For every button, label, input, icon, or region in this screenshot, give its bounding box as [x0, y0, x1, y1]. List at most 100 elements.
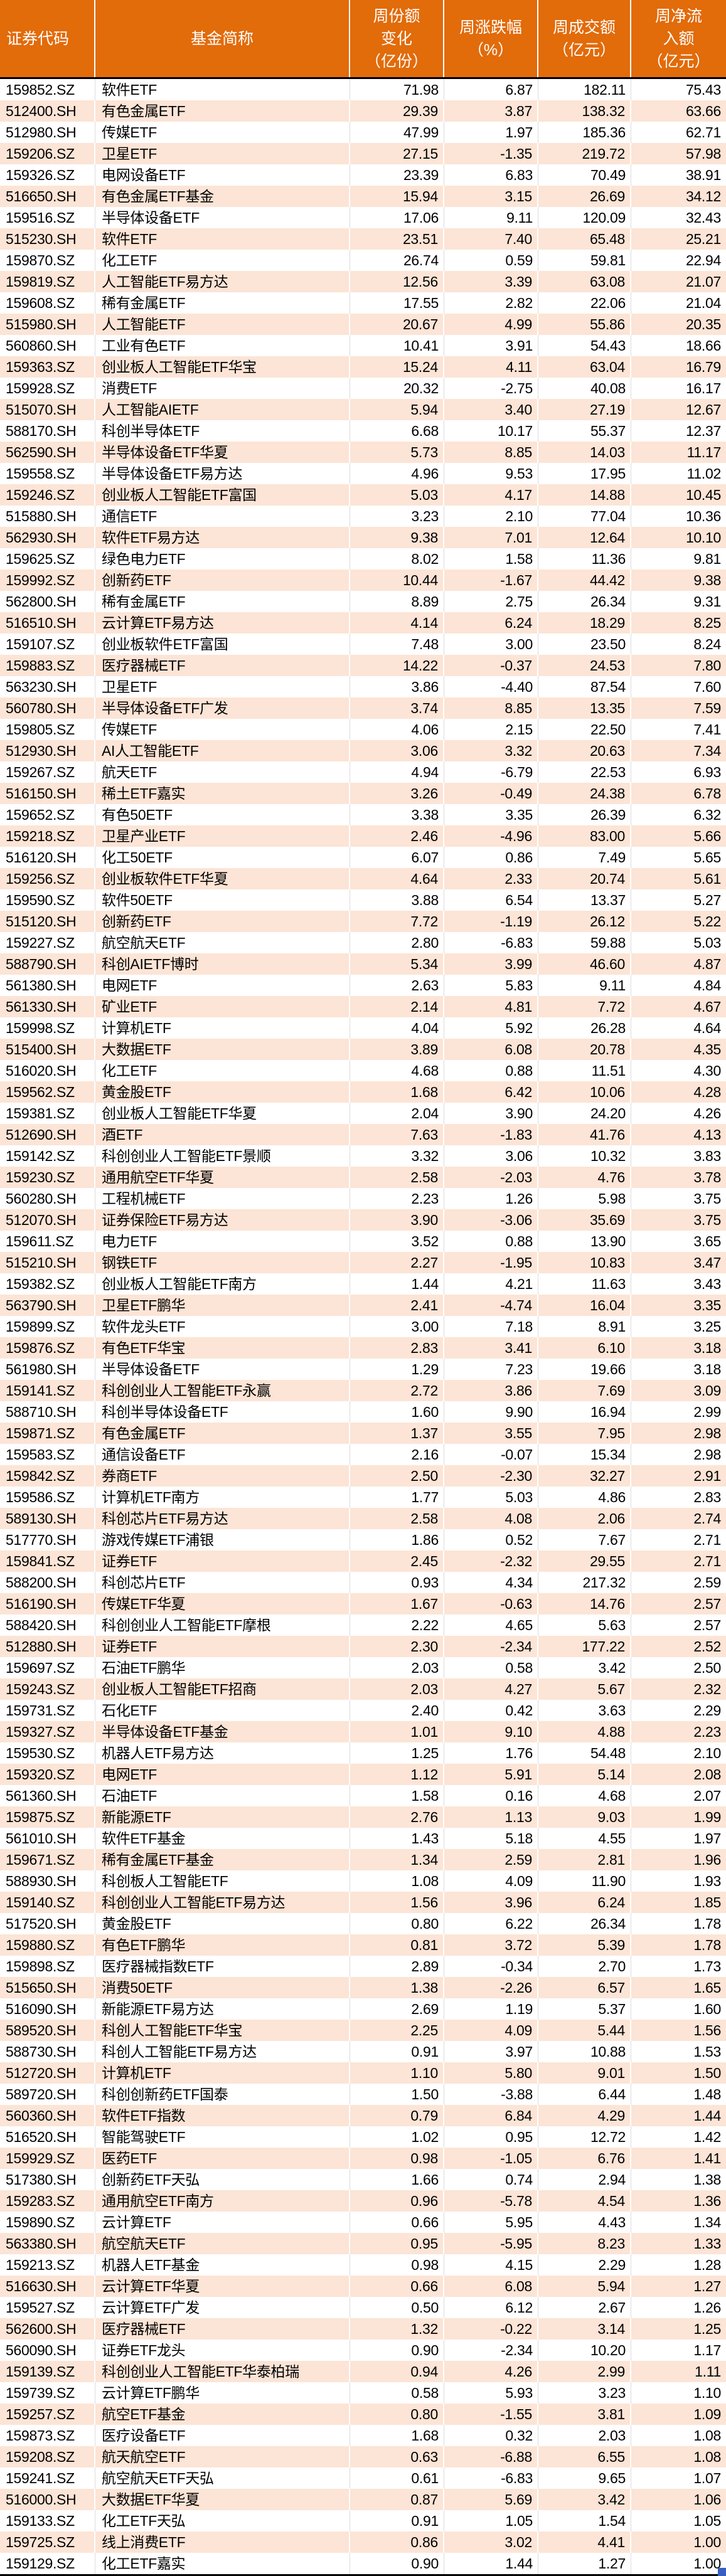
cell-pct-change[interactable]: 2.33 — [444, 868, 538, 889]
cell-name[interactable]: 通用航空ETF华夏 — [95, 1167, 350, 1188]
cell-code[interactable]: 512070.SH — [0, 1209, 95, 1231]
cell-share-change[interactable]: 3.74 — [350, 697, 444, 719]
cell-code[interactable]: 159363.SZ — [0, 356, 95, 378]
cell-name[interactable]: 软件ETF — [95, 228, 350, 250]
cell-turnover[interactable]: 2.70 — [538, 1956, 631, 1977]
cell-share-change[interactable]: 17.55 — [350, 292, 444, 314]
cell-name[interactable]: 有色50ETF — [95, 804, 350, 825]
cell-net-inflow[interactable]: 3.35 — [693, 1297, 721, 1313]
cell-turnover[interactable]: 13.37 — [538, 889, 631, 911]
cell-pct-change[interactable]: 5.80 — [444, 2062, 538, 2084]
cell-net-inflow[interactable]: 5.27 — [693, 892, 721, 908]
cell-pct-change[interactable]: -4.96 — [444, 825, 538, 847]
cell-code[interactable]: 159218.SZ — [0, 825, 95, 847]
cell-share-change[interactable]: 3.52 — [350, 1231, 444, 1252]
cell-code[interactable]: 563230.SH — [0, 676, 95, 697]
cell-pct-change[interactable]: 3.39 — [444, 271, 538, 292]
cell-name[interactable]: 大数据ETF华夏 — [95, 2489, 350, 2510]
cell-turnover[interactable]: 55.86 — [538, 314, 631, 335]
cell-net-inflow[interactable]: 4.87 — [693, 956, 721, 972]
cell-net-inflow[interactable]: 3.75 — [693, 1190, 721, 1207]
cell-share-change[interactable]: 0.90 — [350, 2340, 444, 2361]
cell-net-inflow[interactable]: 12.37 — [685, 423, 721, 439]
cell-name[interactable]: 化工ETF天弘 — [95, 2510, 350, 2531]
cell-name[interactable]: 创业板人工智能ETF华夏 — [95, 1103, 350, 1124]
cell-code[interactable]: 512980.SH — [0, 122, 95, 143]
cell-share-change[interactable]: 2.27 — [350, 1252, 444, 1273]
cell-net-inflow[interactable]: 2.71 — [693, 1553, 721, 1569]
cell-net-inflow[interactable]: 4.35 — [693, 1041, 721, 1057]
cell-name[interactable]: 证券ETF — [95, 1636, 350, 1657]
cell-turnover[interactable]: 26.12 — [538, 911, 631, 932]
cell-name[interactable]: 科创板人工智能ETF — [95, 1870, 350, 1892]
table-row[interactable]: 159327.SZ 半导体设备ETF基金 1.01 9.10 4.88 2.23 — [0, 1721, 726, 1742]
cell-pct-change[interactable]: 4.99 — [444, 314, 538, 335]
cell-net-inflow[interactable]: 2.23 — [693, 1724, 721, 1740]
cell-net-inflow[interactable]: 2.07 — [693, 1788, 721, 1804]
cell-code[interactable]: 159608.SZ — [0, 292, 95, 314]
table-row[interactable]: 512400.SH 有色金属ETF 29.39 3.87 138.32 63.66 — [0, 100, 726, 122]
cell-share-change[interactable]: 1.02 — [350, 2126, 444, 2148]
cell-turnover[interactable]: 1.27 — [538, 2553, 631, 2574]
cell-turnover[interactable]: 6.57 — [538, 1977, 631, 1998]
cell-code[interactable]: 159586.SZ — [0, 1487, 95, 1508]
table-row[interactable]: 563790.SH 卫星ETF鹏华 2.41 -4.74 16.04 3.35 — [0, 1295, 726, 1316]
cell-turnover[interactable]: 13.90 — [538, 1231, 631, 1252]
cell-pct-change[interactable]: 2.10 — [444, 506, 538, 527]
table-row[interactable]: 588710.SH 科创半导体设备ETF 1.60 9.90 16.94 2.99 — [0, 1401, 726, 1423]
table-row[interactable]: 159139.SZ 科创创业人工智能ETF华泰柏瑞 0.94 4.26 2.99 1.11 — [0, 2361, 726, 2382]
cell-code[interactable]: 159842.SZ — [0, 1465, 95, 1487]
cell-name[interactable]: 化工ETF — [95, 250, 350, 271]
cell-net-inflow[interactable]: 1.11 — [695, 2363, 721, 2380]
cell-net-inflow[interactable]: 4.28 — [693, 1084, 721, 1100]
cell-pct-change[interactable]: 0.52 — [444, 1529, 538, 1550]
cell-share-change[interactable]: 2.03 — [350, 1678, 444, 1700]
cell-pct-change[interactable]: 0.32 — [444, 2425, 538, 2446]
table-row[interactable]: 159107.SZ 创业板软件ETF富国 7.48 3.00 23.50 8.24 — [0, 633, 726, 655]
cell-net-inflow[interactable]: 1.34 — [693, 2214, 721, 2230]
cell-name[interactable]: 人工智能AIETF — [95, 399, 350, 420]
table-row[interactable]: 589720.SH 科创创新药ETF国泰 1.50 -3.88 6.44 1.48 — [0, 2084, 726, 2105]
cell-pct-change[interactable]: -3.06 — [444, 1209, 538, 1231]
cell-share-change[interactable]: 20.67 — [350, 314, 444, 335]
cell-turnover[interactable]: 3.63 — [538, 1700, 631, 1721]
cell-pct-change[interactable]: 3.55 — [444, 1423, 538, 1444]
cell-code[interactable]: 560090.SH — [0, 2340, 95, 2361]
cell-pct-change[interactable]: 1.58 — [444, 548, 538, 570]
cell-name[interactable]: 半导体设备ETF基金 — [95, 1721, 350, 1742]
cell-share-change[interactable]: 1.67 — [350, 1593, 444, 1614]
cell-share-change[interactable]: 1.37 — [350, 1423, 444, 1444]
table-row[interactable]: 517770.SH 游戏传媒ETF浦银 1.86 0.52 7.67 2.71 — [0, 1529, 726, 1550]
cell-code[interactable]: 159213.SZ — [0, 2254, 95, 2276]
cell-net-inflow[interactable]: 4.13 — [693, 1126, 721, 1143]
cell-net-inflow[interactable]: 2.57 — [693, 1596, 721, 1612]
cell-pct-change[interactable]: 1.05 — [444, 2510, 538, 2531]
cell-code[interactable]: 159327.SZ — [0, 1721, 95, 1742]
cell-turnover[interactable]: 7.69 — [538, 1380, 631, 1401]
cell-pct-change[interactable]: 6.22 — [444, 1913, 538, 1934]
cell-name[interactable]: 机器人ETF易方达 — [95, 1742, 350, 1764]
cell-net-inflow[interactable]: 1.17 — [693, 2342, 721, 2358]
cell-code[interactable]: 562600.SH — [0, 2318, 95, 2340]
cell-name[interactable]: 计算机ETF南方 — [95, 1487, 350, 1508]
cell-share-change[interactable]: 2.72 — [350, 1380, 444, 1401]
cell-pct-change[interactable]: 0.16 — [444, 1785, 538, 1806]
table-row[interactable]: 159241.SZ 航空航天ETF天弘 0.61 -6.83 9.65 1.07 — [0, 2467, 726, 2489]
cell-pct-change[interactable]: 5.18 — [444, 1828, 538, 1849]
cell-name[interactable]: 科创AIETF博时 — [95, 953, 350, 975]
cell-turnover[interactable]: 2.67 — [538, 2297, 631, 2318]
table-row[interactable]: 560280.SH 工程机械ETF 2.23 1.26 5.98 3.75 — [0, 1188, 726, 1209]
cell-turnover[interactable]: 14.03 — [538, 442, 631, 463]
table-row[interactable]: 512880.SH 证券ETF 2.30 -2.34 177.22 2.52 — [0, 1636, 726, 1657]
cell-net-inflow[interactable]: 12.67 — [685, 401, 721, 418]
cell-share-change[interactable]: 7.63 — [350, 1124, 444, 1145]
cell-pct-change[interactable]: 10.17 — [444, 420, 538, 442]
cell-code[interactable]: 159725.SZ — [0, 2531, 95, 2553]
cell-turnover[interactable]: 7.95 — [538, 1423, 631, 1444]
cell-code[interactable]: 159890.SZ — [0, 2212, 95, 2233]
cell-net-inflow[interactable]: 22.94 — [685, 252, 721, 268]
cell-code[interactable]: 516650.SH — [0, 186, 95, 207]
cell-pct-change[interactable]: 5.69 — [444, 2489, 538, 2510]
cell-code[interactable]: 588930.SH — [0, 1870, 95, 1892]
cell-turnover[interactable]: 5.39 — [538, 1934, 631, 1956]
